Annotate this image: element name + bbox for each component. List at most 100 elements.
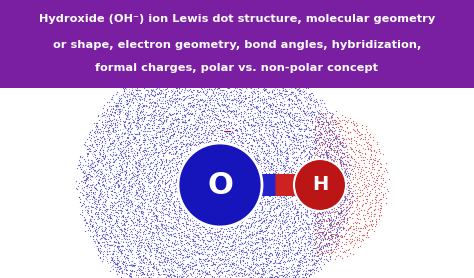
Point [301,110,308,114]
Point [229,265,237,269]
Point [305,236,313,240]
Point [161,151,168,155]
Point [237,254,245,259]
Point [335,204,343,209]
Point [289,231,296,236]
Point [347,234,355,238]
Point [290,116,298,120]
Point [262,97,270,101]
Point [316,111,324,116]
Point [181,75,188,79]
Point [324,216,331,220]
Point [280,107,288,111]
Point [152,113,160,117]
Point [177,155,184,159]
Point [203,138,210,143]
Point [261,268,269,273]
Point [276,158,284,162]
Point [345,176,353,180]
Point [262,152,270,156]
Point [330,162,337,167]
Point [126,185,133,190]
Point [220,249,228,253]
Point [237,145,245,150]
Point [155,65,162,70]
Point [272,69,280,73]
Point [164,210,172,214]
Point [229,247,237,252]
Point [314,182,321,186]
Point [304,202,312,206]
Point [193,151,201,155]
Point [125,97,132,101]
Point [95,142,103,146]
Point [140,240,147,244]
Point [144,244,151,249]
Point [218,165,225,170]
Point [331,143,339,148]
Point [171,129,179,133]
Point [176,63,184,68]
Point [298,162,305,167]
Point [266,246,274,250]
Point [216,273,224,278]
Point [191,253,199,257]
Point [307,186,315,190]
Point [161,185,168,189]
Point [260,160,267,164]
Point [297,223,304,227]
Point [266,67,274,71]
Point [162,223,170,227]
Point [205,87,212,91]
Point [194,106,202,110]
Point [153,216,161,221]
Point [171,255,179,259]
Point [158,128,166,132]
Point [305,190,312,194]
Point [300,185,307,190]
Point [191,165,198,169]
Point [135,103,142,108]
Point [239,198,247,203]
Point [161,101,169,105]
Point [259,210,266,214]
Point [336,160,344,165]
Point [133,169,140,174]
Point [305,113,312,117]
Point [201,98,209,102]
Point [295,216,302,221]
Point [173,261,181,265]
Point [172,247,180,252]
Point [289,203,297,208]
Point [270,170,277,175]
Point [331,183,339,187]
Point [198,125,206,130]
Point [279,191,287,195]
Point [321,116,328,121]
Point [236,267,243,272]
Point [267,103,275,107]
Point [262,183,269,188]
Point [187,168,194,172]
Point [213,172,221,177]
Point [154,172,161,176]
Point [278,180,285,185]
Point [148,240,155,245]
Point [264,255,271,260]
Point [228,227,236,231]
Point [201,232,209,236]
Point [149,98,157,103]
Point [131,117,139,121]
Point [191,217,199,222]
Point [264,84,272,88]
Point [193,249,201,254]
Point [205,128,212,132]
Point [186,113,194,118]
Point [210,245,218,249]
Point [274,173,282,177]
Point [363,130,370,134]
Point [313,212,320,216]
Point [334,205,342,209]
Point [133,272,140,277]
Point [139,119,146,123]
